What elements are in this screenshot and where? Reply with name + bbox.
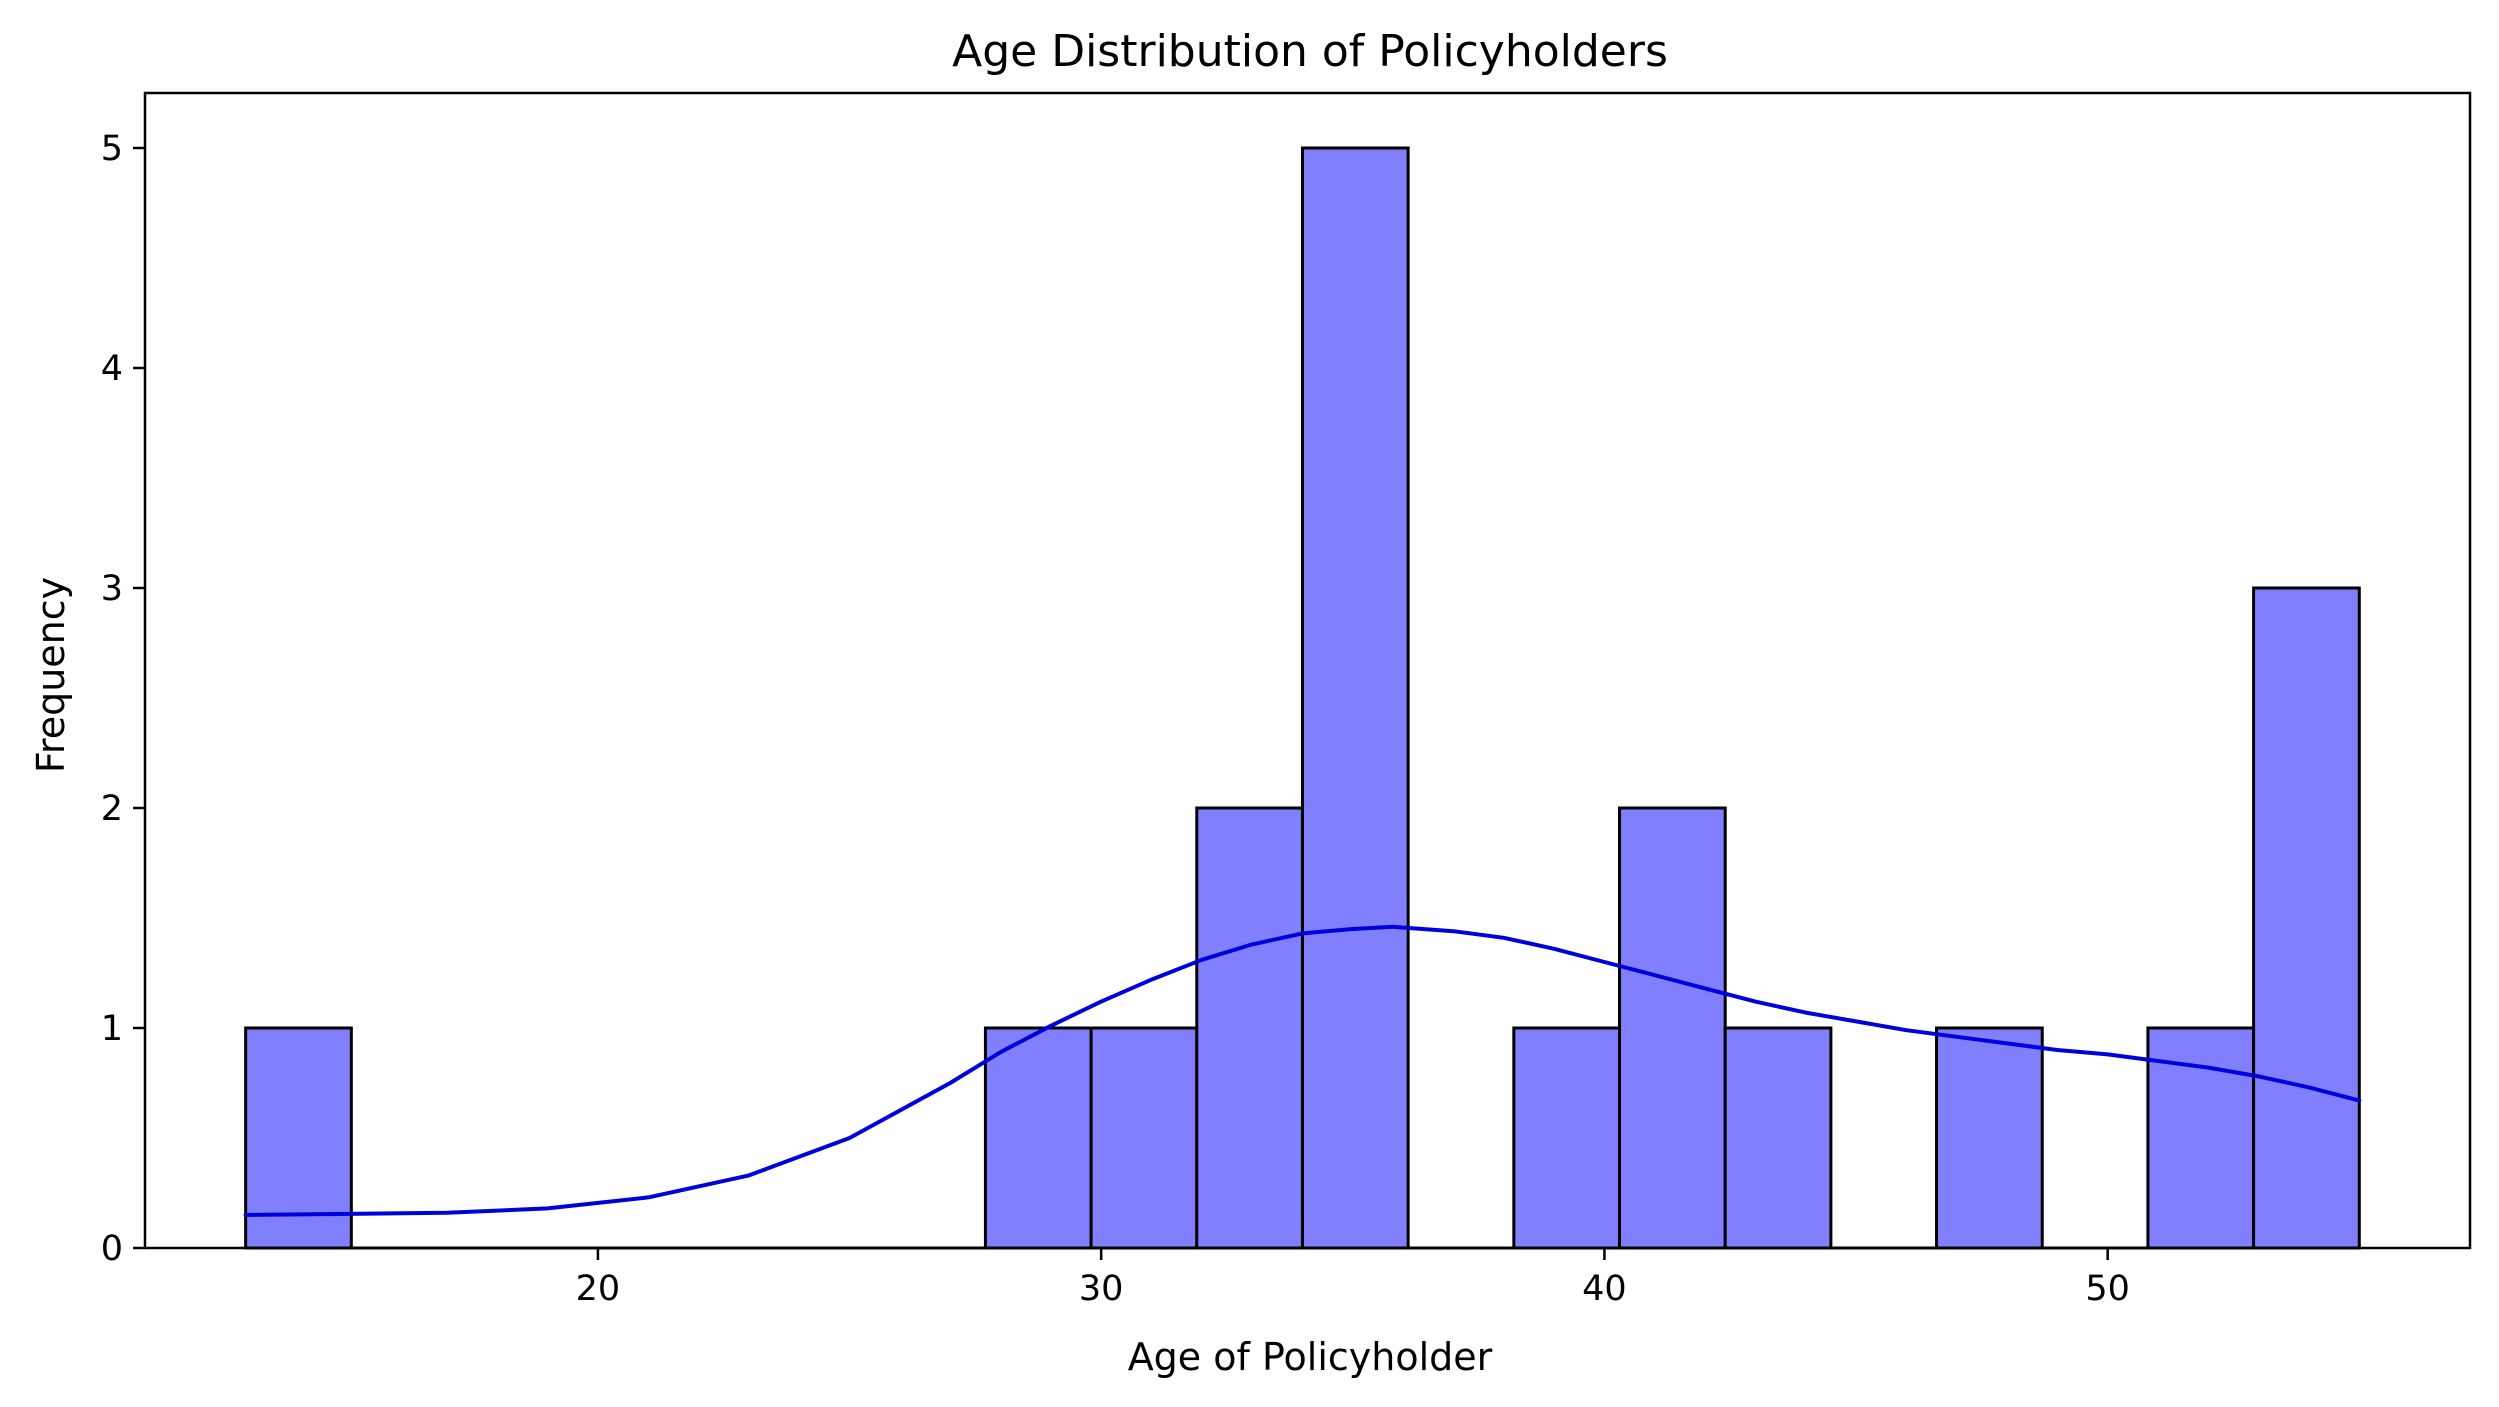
histogram-bar bbox=[2252, 586, 2361, 1250]
histogram-bar bbox=[1723, 1026, 1833, 1250]
histogram-bar bbox=[1935, 1026, 2044, 1250]
x-tick-label: 40 bbox=[1582, 1269, 1627, 1309]
histogram-bar bbox=[1300, 146, 1410, 1250]
plot-frame bbox=[143, 91, 2472, 1250]
bars-layer bbox=[244, 146, 2361, 1250]
kde-line bbox=[243, 924, 2362, 1217]
x-tick-label: 20 bbox=[576, 1269, 621, 1309]
chart-title: Age Distribution of Policyholders bbox=[952, 26, 1668, 77]
y-tick-label: 1 bbox=[101, 1009, 123, 1049]
ticks-layer: 20 30 40 50 0 1 2 3 4 5 bbox=[101, 129, 2130, 1309]
y-tick-label: 3 bbox=[101, 569, 123, 609]
histogram-bar bbox=[1618, 806, 1727, 1250]
y-tick-label: 0 bbox=[101, 1229, 123, 1269]
y-axis-label: Frequency bbox=[29, 577, 73, 773]
histogram-bar bbox=[1195, 806, 1304, 1250]
x-axis-label: Age of Policyholder bbox=[1128, 1335, 1493, 1379]
x-tick-label: 30 bbox=[1079, 1269, 1124, 1309]
x-tick-label: 50 bbox=[2085, 1269, 2130, 1309]
histogram-bar bbox=[244, 1026, 353, 1250]
histogram-bar bbox=[1089, 1026, 1199, 1250]
histogram-bar bbox=[983, 1026, 1093, 1250]
kde-layer bbox=[243, 924, 2362, 1217]
y-tick-label: 5 bbox=[101, 129, 123, 169]
y-tick-label: 2 bbox=[101, 789, 123, 829]
histogram-bar bbox=[1512, 1026, 1622, 1250]
axes-layer bbox=[143, 91, 2472, 1250]
y-tick-label: 4 bbox=[101, 349, 123, 389]
